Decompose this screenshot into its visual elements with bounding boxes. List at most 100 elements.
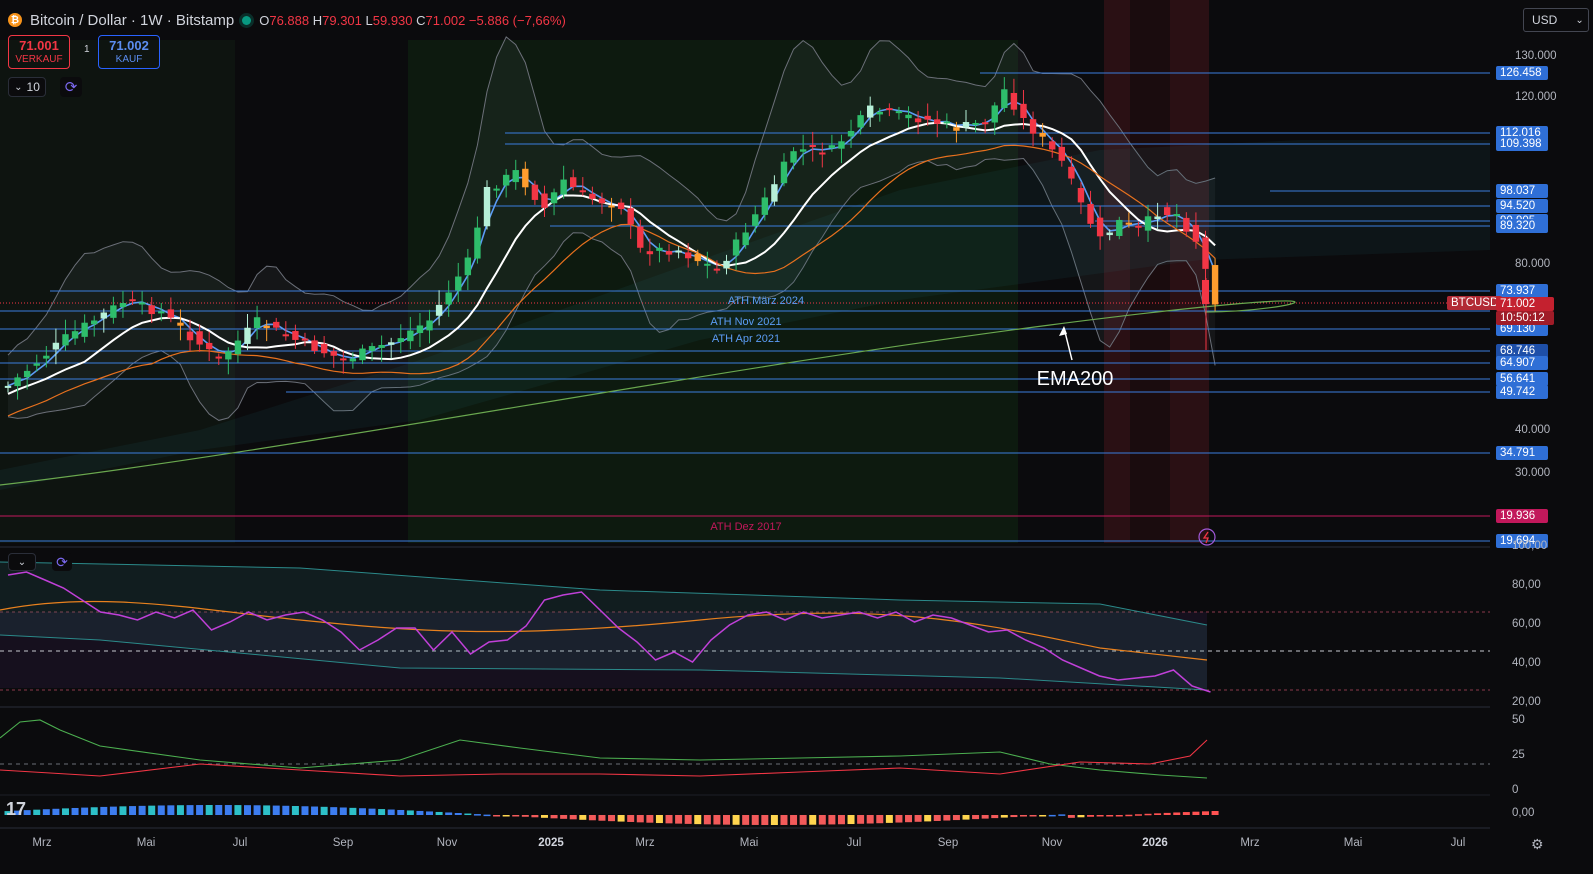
macd-histogram-bar [1000,815,1008,818]
tradingview-logo-icon[interactable]: 17 [6,799,27,819]
candle-body [493,188,500,191]
candle-body [1192,224,1200,242]
candle-body [1029,119,1037,134]
macd-histogram-bar [837,815,845,825]
buy-label: KAUF [115,54,143,65]
macd-histogram-bar [272,805,280,815]
candle-body [320,343,328,354]
candle-body [33,363,40,366]
candle-body [1202,237,1209,269]
price-level-tag: 109.398 [1496,137,1548,151]
macd-axis-label: 0,00 [1512,807,1535,819]
candle-body [867,105,874,118]
candle-body [981,122,989,125]
candle-body [1144,216,1152,231]
macd-histogram-bar [23,810,31,815]
macd-histogram-bar [512,815,520,817]
macd-histogram-bar [138,805,146,815]
macd-histogram-bar [713,815,721,825]
time-axis-label: 2025 [538,837,564,849]
time-axis-label: Mrz [32,837,52,849]
candle-body [292,331,299,340]
macd-histogram-bar [1010,815,1018,818]
macd-histogram-bar [186,805,194,815]
candle-body [972,122,979,125]
macd-histogram-bar [694,815,702,825]
time-axis-label: Jul [1450,837,1466,849]
sync-icon[interactable]: ⟳ [60,77,82,97]
symbol-title[interactable]: Bitcoin / Dollar · 1W · Bitstamp [30,11,235,29]
candle-body [474,227,481,259]
macd-histogram-bar [857,815,865,824]
candle-body [148,305,155,315]
price-axis-label: 30.000 [1515,467,1551,479]
macd-histogram-bar [799,815,807,825]
macd-histogram-bar [569,815,577,820]
macd-histogram-bar [61,808,69,815]
buy-button[interactable]: 71.002 KAUF [98,35,160,69]
macd-histogram-bar [330,807,338,815]
macd-histogram-bar [119,806,127,815]
macd-histogram-bar [244,805,251,815]
macd-histogram-bar [1019,815,1027,817]
candle-body [71,331,79,339]
indicators-toggle-button[interactable]: ⌄ 10 [8,77,46,97]
macd-histogram-bar [42,809,50,815]
candle-body [876,111,883,115]
macd-histogram-bar [1058,814,1066,816]
candle-body [205,342,213,350]
rsi-bb-upper [0,561,1208,626]
candle-body [905,114,912,119]
macd-histogram-bar [234,805,242,815]
rsi-band-bg [0,612,1207,688]
macd-histogram-bar [4,811,12,815]
ohlc-values: O76.888 H79.301 L59.930 C71.002 −5.886 (… [259,12,566,28]
currency-select[interactable]: USD ⌄ [1523,8,1589,32]
rsi-axis-label: 40,00 [1512,657,1541,669]
candle-body [991,105,998,123]
rsi-collapse-button[interactable]: ⌄ [8,553,36,571]
candle-body [1154,216,1161,220]
candle-body [665,251,673,255]
macd-histogram-bar [560,815,568,819]
time-axis-label: Mai [136,837,156,849]
macd-histogram-bar [263,805,271,815]
candle-body [1163,207,1171,216]
price-level-tag: 19.936 [1496,509,1548,523]
settings-gear-icon[interactable]: ⚙ [1531,836,1544,852]
chevron-down-icon: ⌄ [1575,14,1584,26]
candle-body [158,311,165,314]
sell-button[interactable]: 71.001 VERKAUF [8,35,70,69]
candle-body [129,299,136,302]
current-price-tag: 71.002 [1496,297,1554,311]
candle-body [1087,203,1094,224]
macd-histogram-bar [1134,814,1142,816]
candle-body [771,184,778,202]
price-level-tag: 19.694 [1496,534,1548,548]
macd-histogram-bar [464,813,472,816]
candle-body [1135,225,1142,228]
macd-histogram-bar [90,807,98,815]
chevron-down-icon: ⌄ [14,81,23,93]
macd-histogram-bar [1125,814,1133,817]
macd-histogram-bar [1096,815,1104,817]
candle-body [483,187,491,227]
candle-body [1049,141,1056,150]
candle-body [1068,166,1075,179]
bollinger-upper-line [7,36,1216,356]
ath-nov-2021-label: ATH Nov 2021 [710,316,781,328]
macd-histogram-bar [636,815,644,823]
macd-histogram-bar [311,806,319,815]
candle-body [857,115,864,128]
candle-body [531,184,539,200]
rsi-sync-icon[interactable]: ⟳ [52,553,72,571]
candle-body [330,351,337,356]
currency-value: USD [1532,13,1558,27]
adx-axis-label: 0 [1512,784,1519,796]
macd-histogram-bar [1106,815,1114,817]
macd-histogram-bar [847,815,855,825]
macd-histogram-bar [397,809,405,815]
macd-histogram-bar [339,807,347,815]
candle-body [119,303,127,308]
